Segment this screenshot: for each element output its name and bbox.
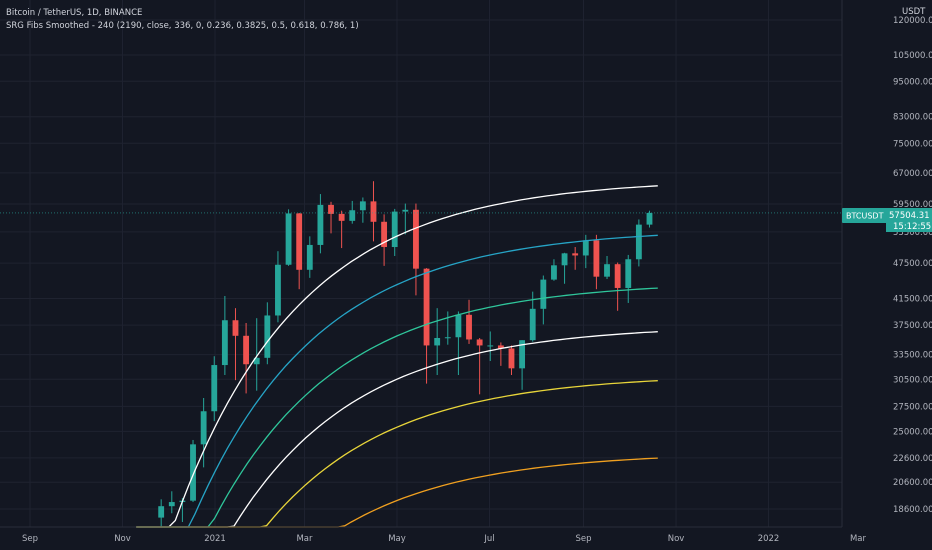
candle [285, 209, 292, 266]
candle [264, 302, 271, 365]
time-tick-label: Nov [114, 534, 131, 544]
candle [221, 295, 228, 376]
price-tick-label: 30500.00 [893, 375, 932, 385]
candle [349, 200, 356, 224]
price-tick-label: 120000.00 [893, 16, 932, 26]
time-tick-label: Jul [483, 534, 494, 544]
candle [614, 262, 621, 311]
candle [370, 181, 377, 242]
candle [402, 203, 409, 235]
price-tick-label: 37500.00 [893, 321, 932, 331]
last-price-symbol: BTCUSDT [846, 212, 884, 221]
fib-line [136, 287, 658, 528]
candle [508, 345, 515, 376]
candle [296, 212, 303, 290]
fib-line [136, 234, 658, 528]
time-tick-label: Mar [296, 534, 313, 544]
time-tick-label: 2022 [758, 534, 780, 544]
symbol-title[interactable]: Bitcoin / TetherUS, 1D, BINANCE [6, 8, 143, 18]
candle [487, 331, 494, 362]
candle [158, 499, 165, 527]
candlestick-series [158, 181, 653, 527]
candle [391, 208, 398, 257]
last-price-badge[interactable]: BTCUSDT 57504.31 15:12:55 [842, 208, 932, 232]
candle [423, 268, 430, 384]
price-tick-label: 22600.00 [893, 454, 932, 464]
candle [317, 194, 324, 254]
price-tick-label: 83000.00 [893, 113, 932, 123]
candle [190, 439, 196, 503]
candle [381, 214, 388, 266]
candle [232, 308, 239, 381]
price-tick-label: 20600.00 [893, 478, 932, 488]
time-axis-ticks[interactable]: Sep Nov 2021 Mar May Jul Sep Nov 2022 Mar [22, 534, 867, 544]
candle [561, 252, 568, 284]
price-axis-background [842, 0, 932, 550]
time-tick-label: Sep [576, 534, 592, 544]
fib-line [136, 185, 658, 528]
candle [338, 210, 345, 249]
price-tick-label: 41500.00 [893, 295, 932, 305]
price-tick-label: 25000.00 [893, 427, 932, 437]
candle [540, 275, 547, 325]
price-tick-label: 95000.00 [893, 77, 932, 87]
price-tick-label: 47500.00 [893, 259, 932, 269]
candle [306, 236, 313, 278]
time-tick-label: 2021 [204, 534, 226, 544]
candle [168, 491, 175, 514]
price-tick-label: 105000.00 [893, 51, 932, 61]
candle [572, 247, 579, 270]
price-tick-label: 18600.00 [893, 505, 932, 515]
time-tick-label: Nov [668, 534, 685, 544]
candle [466, 299, 472, 344]
price-axis-ticks[interactable]: 120000.00 105000.00 95000.00 83000.00 75000.… [893, 16, 932, 515]
time-tick-label: Mar [850, 534, 867, 544]
last-price-countdown: 15:12:55 [893, 222, 931, 232]
candle [275, 251, 281, 323]
price-tick-label: 33500.00 [893, 351, 932, 361]
price-tick-label: 59500.00 [893, 200, 932, 210]
candle [359, 197, 366, 223]
candle [413, 203, 419, 296]
candle [497, 342, 504, 366]
candle [625, 254, 632, 303]
grid [0, 0, 859, 527]
price-axis-currency: USDT [902, 7, 926, 17]
candle [646, 210, 653, 228]
chart-legend: Bitcoin / TetherUS, 1D, BINANCE SRG Fibs… [6, 6, 359, 32]
candle [551, 259, 557, 281]
price-tick-label: 75000.00 [893, 139, 932, 149]
price-tick-label: 53500.00 [893, 228, 932, 238]
candle [328, 201, 334, 234]
candle [200, 397, 207, 468]
candle [211, 356, 218, 422]
last-price-value: 57504.31 [889, 211, 930, 221]
time-tick-label: May [388, 534, 406, 544]
candle [253, 318, 260, 391]
candle [593, 234, 600, 290]
candle [455, 311, 462, 376]
candle [243, 322, 250, 394]
candle [519, 340, 526, 390]
indicator-title[interactable]: SRG Fibs Smoothed - 240 (2190, close, 33… [6, 21, 359, 31]
price-tick-label: 27500.00 [893, 402, 932, 412]
candle [604, 256, 610, 280]
time-tick-label: Sep [22, 534, 38, 544]
candle [476, 337, 483, 395]
price-tick-label: 67000.00 [893, 169, 932, 179]
candle [635, 219, 642, 267]
